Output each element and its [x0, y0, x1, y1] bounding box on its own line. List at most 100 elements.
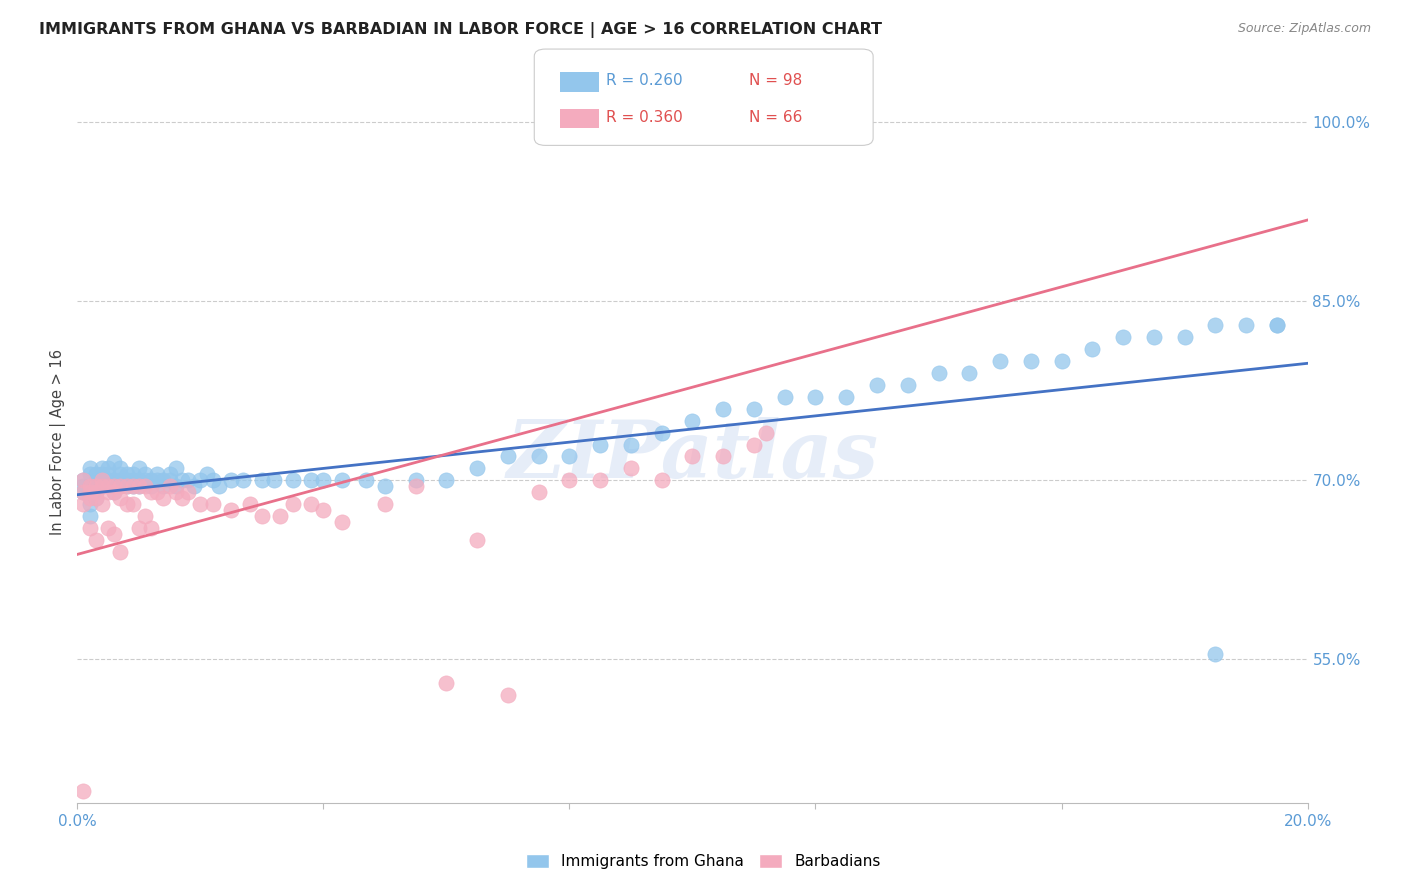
Point: [146, 467, 169, 482]
Point: [804, 390, 827, 404]
Point: [79, 461, 101, 475]
Point: [1143, 330, 1166, 344]
Point: [97, 485, 120, 500]
Text: 20.0%: 20.0%: [1284, 814, 1331, 829]
Point: [97, 479, 120, 493]
Point: [299, 497, 322, 511]
Point: [1265, 318, 1288, 332]
Point: [72, 784, 94, 798]
Point: [110, 491, 132, 506]
Point: [496, 689, 519, 703]
Point: [103, 474, 125, 488]
Point: [84, 491, 107, 506]
Point: [146, 485, 169, 500]
Point: [115, 479, 138, 493]
Point: [188, 497, 212, 511]
Point: [103, 479, 125, 493]
Point: [988, 354, 1011, 368]
Point: [115, 479, 138, 493]
Point: [1204, 318, 1226, 332]
Point: [250, 474, 273, 488]
Point: [177, 474, 200, 488]
Point: [90, 474, 114, 488]
Text: ZIPatlas: ZIPatlas: [506, 417, 879, 495]
Point: [103, 455, 125, 469]
Point: [134, 474, 156, 488]
Point: [620, 437, 643, 451]
Point: [90, 497, 114, 511]
Point: [110, 467, 132, 482]
Point: [208, 479, 231, 493]
Point: [330, 474, 353, 488]
Point: [84, 467, 107, 482]
Point: [232, 474, 254, 488]
Point: [682, 414, 704, 428]
Point: [405, 474, 427, 488]
Point: [219, 474, 242, 488]
Point: [1050, 354, 1073, 368]
Point: [866, 377, 889, 392]
Point: [330, 515, 353, 529]
Point: [84, 474, 107, 488]
Point: [170, 491, 193, 506]
Point: [239, 497, 262, 511]
Point: [128, 521, 150, 535]
Point: [957, 366, 980, 380]
Point: [121, 467, 143, 482]
Point: [773, 390, 796, 404]
Point: [79, 485, 101, 500]
Point: [250, 509, 273, 524]
Point: [201, 474, 224, 488]
Point: [72, 497, 94, 511]
Point: [128, 474, 150, 488]
Point: [299, 474, 322, 488]
Text: R = 0.360: R = 0.360: [606, 111, 683, 125]
Point: [152, 491, 174, 506]
Point: [165, 479, 187, 493]
Point: [651, 425, 673, 440]
Point: [195, 467, 218, 482]
Point: [374, 479, 396, 493]
Point: [897, 377, 920, 392]
Point: [72, 485, 94, 500]
Point: [141, 474, 163, 488]
Point: [761, 115, 783, 129]
Point: [84, 479, 107, 493]
Point: [97, 461, 120, 475]
Point: [1019, 354, 1042, 368]
Point: [465, 461, 488, 475]
Text: N = 66: N = 66: [749, 111, 803, 125]
Point: [134, 509, 156, 524]
Point: [558, 450, 581, 464]
Point: [79, 479, 101, 493]
Point: [72, 485, 94, 500]
Point: [121, 479, 143, 493]
Point: [558, 474, 581, 488]
Point: [281, 497, 304, 511]
Point: [356, 474, 378, 488]
Point: [1081, 342, 1104, 356]
Point: [110, 479, 132, 493]
Point: [1112, 330, 1135, 344]
Point: [281, 474, 304, 488]
Point: [188, 474, 212, 488]
Point: [103, 485, 125, 500]
Point: [1174, 330, 1197, 344]
Point: [201, 497, 224, 511]
Point: [620, 461, 643, 475]
Point: [110, 461, 132, 475]
Point: [405, 479, 427, 493]
Point: [170, 474, 193, 488]
Point: [97, 474, 120, 488]
Point: [103, 485, 125, 500]
Point: [682, 450, 704, 464]
Point: [79, 521, 101, 535]
Point: [97, 479, 120, 493]
Point: [436, 676, 458, 690]
Point: [165, 461, 187, 475]
Point: [1265, 318, 1288, 332]
Point: [79, 497, 101, 511]
Point: [1204, 647, 1226, 661]
Point: [121, 497, 143, 511]
Point: [589, 474, 612, 488]
